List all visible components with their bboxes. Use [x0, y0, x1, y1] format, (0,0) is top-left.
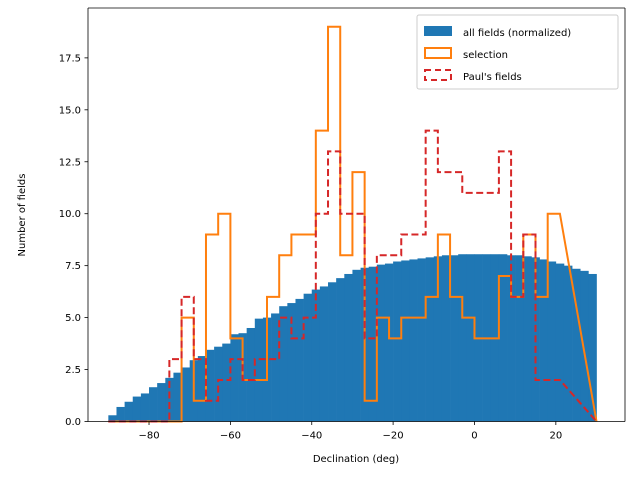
bar-all-fields	[230, 334, 239, 422]
x-tick-label: 0	[471, 431, 477, 442]
bar-all-fields	[165, 377, 174, 422]
y-axis-label: Number of fields	[17, 174, 28, 257]
step-line-pauls-fields	[108, 129, 598, 423]
bar-all-fields	[287, 303, 296, 422]
bar-all-fields	[401, 260, 410, 422]
bar-all-fields	[108, 415, 117, 422]
y-tick-label: 15.0	[59, 105, 81, 116]
y-tick-label: 0.0	[65, 417, 81, 428]
bar-all-fields	[417, 258, 426, 422]
bar-all-fields	[124, 401, 134, 422]
y-tick-label: 12.5	[59, 157, 81, 168]
bar-all-fields	[539, 259, 549, 422]
bar-all-fields	[580, 270, 589, 422]
bar-all-fields	[466, 254, 475, 422]
x-tick-label: −20	[383, 431, 404, 442]
bar-all-fields	[214, 346, 223, 422]
bar-all-fields	[572, 268, 581, 422]
bar-all-fields	[507, 255, 516, 422]
bar-all-fields	[205, 349, 215, 422]
bar-all-fields	[393, 261, 402, 422]
bar-all-fields	[409, 259, 418, 422]
x-tick-label: −80	[138, 431, 159, 442]
legend-swatch-all-fields	[424, 26, 452, 36]
x-tick-label: 20	[549, 431, 562, 442]
bar-all-fields	[132, 396, 142, 422]
bar-all-fields	[303, 293, 313, 422]
legend-label-all-fields: all fields (normalized)	[463, 28, 571, 39]
bar-all-fields	[116, 406, 125, 422]
bar-all-fields	[319, 286, 329, 422]
y-tick-label: 10.0	[59, 209, 81, 220]
bar-all-fields	[458, 254, 467, 422]
x-axis-label: Declination (deg)	[313, 454, 399, 465]
bar-all-fields	[376, 264, 386, 422]
legend-swatch-pauls-fields	[424, 69, 452, 81]
bar-all-fields	[450, 255, 459, 422]
step-series	[108, 25, 598, 423]
bar-all-fields	[588, 273, 597, 422]
bar-all-fields	[425, 257, 435, 422]
x-axis-ticks: −80 −60 −40 −20 0 20	[138, 421, 562, 442]
bar-all-fields	[384, 263, 394, 422]
bar-all-fields	[344, 273, 353, 422]
bar-all-fields	[433, 256, 443, 422]
bar-all-fields	[563, 265, 573, 422]
axes-frame	[87, 7, 626, 422]
bar-all-fields	[555, 263, 565, 422]
bar-all-fields	[197, 356, 207, 422]
bar-all-fields	[441, 255, 451, 422]
bar-all-fields	[498, 254, 508, 422]
bar-all-fields	[222, 343, 231, 422]
bar-all-fields	[254, 318, 264, 422]
y-tick-label: 2.5	[65, 365, 81, 376]
bar-all-fields	[140, 393, 150, 422]
legend: all fields (normalized) selection Paul's…	[416, 14, 619, 90]
bar-all-fields	[547, 261, 557, 422]
y-tick-label: 7.5	[65, 261, 81, 272]
bar-all-fields	[173, 372, 182, 422]
legend-swatch-selection	[424, 47, 452, 59]
legend-label-pauls-fields: Paul's fields	[463, 72, 522, 83]
x-tick-label: −40	[301, 431, 322, 442]
bar-all-fields	[352, 269, 361, 422]
bar-all-fields	[157, 383, 166, 422]
bar-all-fields	[246, 327, 256, 422]
y-tick-label: 5.0	[65, 313, 81, 324]
bar-all-fields	[279, 306, 288, 422]
bar-all-fields	[515, 255, 524, 422]
legend-frame	[416, 14, 619, 90]
bar-all-fields	[311, 289, 321, 422]
bar-all-fields	[181, 367, 191, 422]
bar-all-fields	[271, 313, 280, 422]
bar-all-fields	[328, 282, 337, 422]
x-tick-label: −60	[220, 431, 241, 442]
y-tick-label: 17.5	[59, 53, 81, 64]
y-axis-ticks: 0.0 2.5 5.0 7.5 10.0 12.5 15.0 17.5	[59, 53, 88, 428]
bar-all-fields	[149, 387, 158, 422]
legend-label-selection: selection	[463, 50, 508, 61]
bar-all-fields	[523, 256, 532, 422]
bar-all-fields	[368, 266, 378, 422]
bar-all-fields	[295, 298, 304, 422]
bar-all-fields	[336, 278, 345, 422]
